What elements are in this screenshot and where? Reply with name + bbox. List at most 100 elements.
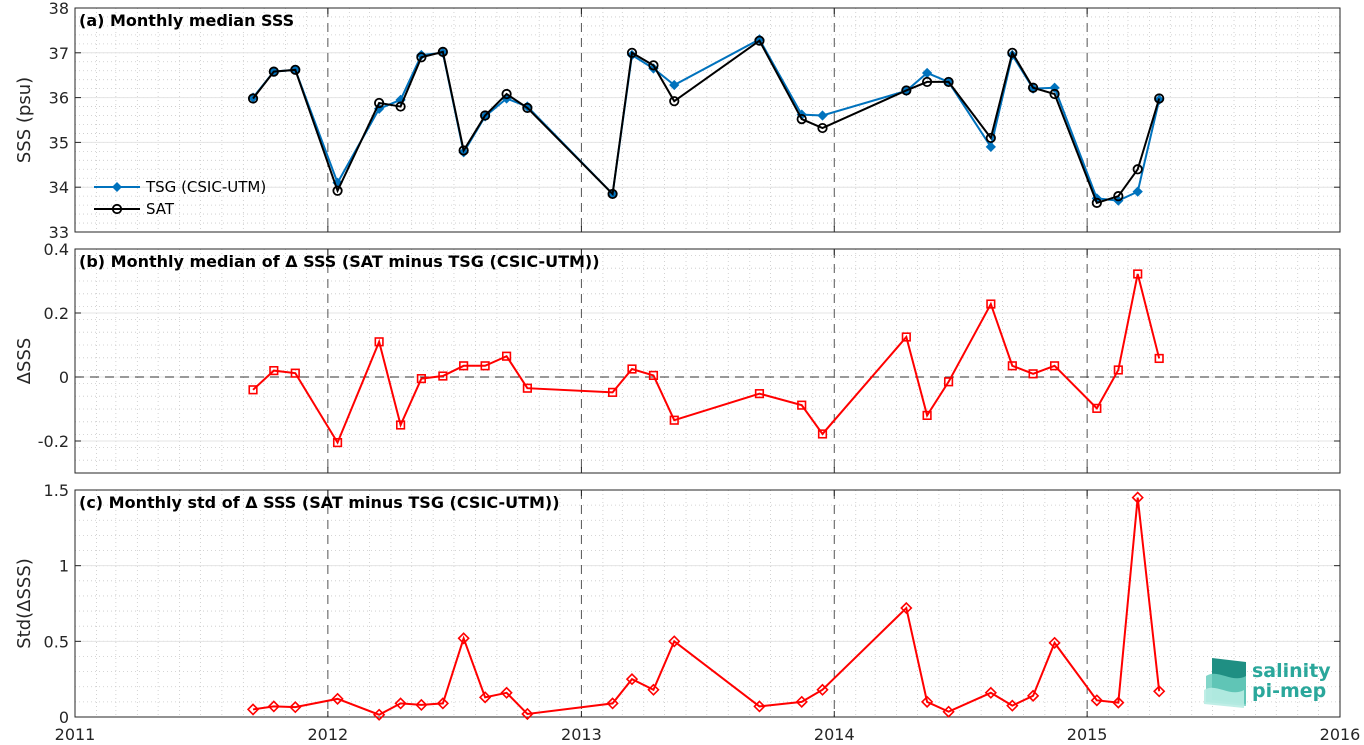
data-point: [438, 371, 448, 381]
x-tick-label: 2016: [1320, 725, 1361, 744]
data-point: [817, 110, 828, 121]
plot-area: [75, 249, 1340, 473]
panel-a: 33 34 35 36 37 38 SSS (psu) (a) Monthly median …: [14, 0, 1341, 242]
data-point: [986, 299, 996, 309]
data-point: [1113, 365, 1123, 375]
data-point: [625, 673, 639, 686]
plot-frame: [74, 7, 1341, 233]
plot-frame: [74, 489, 1341, 718]
plot-area: [75, 490, 1340, 717]
data-point: [1092, 403, 1102, 413]
data-point: [500, 686, 513, 699]
panel-c: 0 0.5 1 1.5 Std(ΔSSS) (c) Monthly std of Δ SS…: [14, 481, 1341, 727]
data-point: [522, 383, 532, 393]
data-point: [1113, 191, 1124, 202]
data-point: [1091, 197, 1102, 208]
legend-marker: [111, 203, 123, 215]
data-point: [480, 361, 490, 371]
data-point: [1007, 47, 1018, 58]
salinity-pi-mep-logo: [1204, 658, 1246, 708]
data-point: [901, 332, 911, 342]
data-point: [1153, 685, 1166, 698]
data-point: [753, 700, 766, 713]
data-point: [607, 188, 618, 200]
panel-title: (a) Monthly median SSS: [79, 11, 294, 30]
data-point: [501, 88, 512, 100]
data-point: [246, 703, 260, 716]
data-point: [436, 697, 449, 710]
data-point: [394, 697, 407, 710]
data-point: [415, 698, 428, 712]
logo-mark: [1204, 687, 1244, 708]
data-point: [669, 96, 680, 107]
x-tick-label: 2013: [561, 725, 602, 744]
data-point: [290, 368, 300, 378]
data-point: [1132, 164, 1143, 175]
data-point: [268, 66, 279, 77]
y-tick-label: 37: [49, 44, 69, 63]
logo-text: pi-mep: [1252, 680, 1326, 702]
x-tick-label: 2012: [308, 725, 349, 744]
data-point: [1028, 369, 1038, 379]
data-point: [754, 35, 765, 46]
data-point: [247, 93, 259, 104]
series-delta-0: [248, 269, 1164, 448]
data-point: [458, 145, 469, 156]
y-tick-label: 0: [59, 368, 69, 387]
data-point: [669, 415, 679, 425]
y-tick-label: 0.4: [44, 240, 69, 259]
data-point: [290, 64, 301, 75]
data-point: [374, 97, 385, 109]
data-point: [943, 76, 954, 88]
data-point: [797, 400, 807, 410]
panel-title: (c) Monthly std of Δ SSS (SAT minus TSG …: [79, 493, 560, 512]
y-tick-label: 33: [49, 223, 69, 242]
series-sat: [247, 35, 1165, 208]
data-point: [416, 52, 427, 63]
data-point: [817, 429, 828, 439]
data-point: [267, 700, 280, 713]
x-tick-label: 2014: [814, 725, 855, 744]
data-point: [1090, 694, 1103, 707]
y-tick-label: 0.2: [44, 304, 69, 323]
data-point: [942, 705, 955, 718]
data-point: [1048, 636, 1061, 649]
data-point: [1112, 696, 1125, 709]
data-point: [626, 47, 638, 58]
panel-b: -0.2 0 0.2 0.4 ΔSSS (b) Monthly median of Δ S…: [14, 240, 1341, 474]
data-point: [669, 79, 680, 91]
data-point: [457, 632, 470, 645]
y-tick-label: 0: [59, 708, 69, 727]
data-point: [795, 695, 808, 708]
data-point: [985, 141, 996, 153]
data-point: [480, 110, 491, 121]
y-tick-label: -0.2: [38, 432, 69, 451]
plot-area: [75, 8, 1340, 232]
data-point: [648, 370, 659, 381]
y-tick-label: 38: [49, 0, 69, 18]
data-point: [920, 695, 934, 708]
data-point: [754, 389, 765, 399]
y-axis-label: Std(ΔSSS): [14, 558, 35, 649]
data-point: [985, 132, 996, 144]
data-point: [668, 635, 681, 648]
data-point: [459, 361, 469, 371]
y-axis-label: SSS (psu): [14, 77, 35, 163]
data-point: [607, 387, 618, 397]
panel-title: (b) Monthly median of Δ SSS (SAT minus T…: [79, 252, 600, 271]
data-point: [289, 701, 302, 714]
data-point: [248, 385, 258, 395]
data-point: [1132, 186, 1143, 197]
legend-label: TSG (CSIC-UTM): [145, 178, 266, 196]
data-point: [1026, 689, 1040, 702]
data-point: [395, 101, 406, 112]
data-point: [900, 601, 913, 615]
y-axis-label: ΔSSS: [14, 338, 35, 385]
x-tick-label: 2011: [55, 725, 96, 744]
data-point: [332, 185, 343, 196]
data-point: [396, 420, 406, 430]
legend-marker: [112, 182, 122, 192]
logo-text: salinity: [1252, 660, 1331, 682]
data-point: [647, 683, 660, 696]
data-point: [372, 708, 386, 721]
